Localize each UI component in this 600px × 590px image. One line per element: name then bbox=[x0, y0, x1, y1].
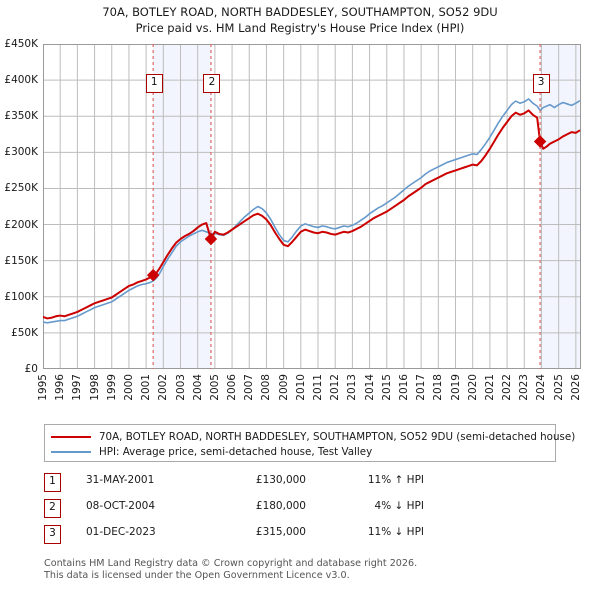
series-line-property bbox=[43, 109, 581, 320]
y-axis-tick-label: £200K bbox=[4, 218, 38, 231]
transaction-price-3: £315,000 bbox=[255, 526, 306, 538]
sale-point-marker bbox=[533, 135, 547, 148]
x-axis-tick-label: 2024 bbox=[535, 374, 548, 401]
transactions-table: 1 31-MAY-2001 £130,000 11% ↑ HPI 2 08-OC… bbox=[44, 472, 564, 550]
chart-marker-2: 2 bbox=[203, 74, 221, 93]
x-axis-tick-label: 2012 bbox=[329, 374, 342, 401]
transaction-date-2: 08-OCT-2004 bbox=[86, 500, 155, 512]
legend-item-hpi: HPI: Average price, semi-detached house,… bbox=[51, 444, 549, 459]
x-axis-tick-label: 1995 bbox=[37, 374, 49, 401]
x-axis-tick-label: 1996 bbox=[54, 374, 67, 401]
plot-area bbox=[43, 44, 581, 369]
y-axis-tick-label: £450K bbox=[4, 38, 38, 50]
x-axis-tick-label: 2004 bbox=[191, 374, 204, 401]
transaction-hpi-delta-3: 11% ↓ HPI bbox=[367, 526, 424, 538]
transaction-index-1: 1 bbox=[44, 473, 61, 492]
legend-item-property: 70A, BOTLEY ROAD, NORTH BADDESLEY, SOUTH… bbox=[51, 429, 575, 444]
legend-swatch-hpi bbox=[51, 450, 91, 453]
x-axis-tick-label: 2000 bbox=[122, 374, 135, 401]
x-axis-tick-label: 2006 bbox=[226, 374, 239, 401]
y-axis-tick-label: £350K bbox=[4, 110, 38, 123]
y-axis-tick-label: £0 bbox=[24, 363, 38, 375]
sale-point-marker bbox=[146, 268, 160, 282]
legend-label-hpi: HPI: Average price, semi-detached house,… bbox=[99, 445, 373, 458]
y-axis-labels: £0 £50K £100K £150K £200K £250K £300K £350K £400… bbox=[0, 38, 41, 375]
sale-point-marker bbox=[204, 232, 218, 246]
x-axis-tick-label: 2022 bbox=[501, 374, 514, 401]
footer-line-1: Contains HM Land Registry data © Crown c… bbox=[44, 558, 418, 569]
transaction-price-2: £180,000 bbox=[255, 500, 306, 512]
x-axis-tick-label: 1997 bbox=[71, 374, 84, 401]
x-axis-tick-label: 2011 bbox=[312, 374, 325, 401]
highlight-band bbox=[540, 44, 581, 369]
y-axis-tick-label: £250K bbox=[4, 182, 38, 195]
y-axis-tick-label: £400K bbox=[4, 74, 38, 87]
price-history-chart bbox=[43, 44, 581, 369]
title-line-1: 70A, BOTLEY ROAD, NORTH BADDESLEY, SOUTH… bbox=[102, 5, 498, 19]
x-axis-tick-label: 2009 bbox=[277, 374, 290, 401]
x-axis-tick-label: 2018 bbox=[432, 374, 445, 401]
x-axis-tick-label: 2017 bbox=[415, 374, 428, 401]
x-axis-tick-label: 2007 bbox=[243, 374, 256, 401]
transaction-hpi-delta-2: 4% ↓ HPI bbox=[374, 500, 424, 512]
x-axis-tick-label: 2010 bbox=[294, 374, 307, 401]
plot-border bbox=[43, 44, 581, 369]
x-axis-tick-label: 2015 bbox=[380, 374, 393, 401]
x-axis-tick-label: 2005 bbox=[208, 374, 221, 401]
table-row: 1 31-MAY-2001 £130,000 11% ↑ HPI bbox=[44, 472, 564, 498]
x-axis-tick-label: 2019 bbox=[449, 374, 462, 401]
chart-marker-3: 3 bbox=[532, 74, 550, 93]
x-axis-tick-label: 1999 bbox=[105, 374, 118, 401]
y-axis-tick-label: £150K bbox=[4, 254, 38, 267]
x-axis-tick-label: 2021 bbox=[483, 374, 496, 401]
transaction-index-2: 2 bbox=[44, 499, 61, 518]
x-axis-tick-label: 2013 bbox=[346, 374, 359, 401]
transaction-index-3: 3 bbox=[44, 525, 61, 544]
series-line-hpi bbox=[43, 98, 581, 324]
y-axis-tick-label: £50K bbox=[11, 326, 38, 339]
x-axis-tick-label: 2023 bbox=[518, 374, 531, 401]
highlight-band bbox=[153, 44, 211, 369]
x-axis-tick-label: 2026 bbox=[569, 374, 582, 401]
y-axis-tick-label: £100K bbox=[4, 290, 38, 303]
chart-marker-1: 1 bbox=[145, 74, 163, 93]
x-axis-labels: 1995 1996 1997 1998 1999 2000 2001 2002 2003 2004… bbox=[37, 372, 582, 416]
x-axis-tick-label: 2002 bbox=[157, 374, 170, 401]
page-title: 70A, BOTLEY ROAD, NORTH BADDESLEY, SOUTH… bbox=[0, 4, 600, 36]
title-line-2: Price paid vs. HM Land Registry's House … bbox=[135, 21, 465, 35]
table-row: 2 08-OCT-2004 £180,000 4% ↓ HPI bbox=[44, 498, 564, 524]
attribution-footer: Contains HM Land Registry data © Crown c… bbox=[44, 558, 584, 581]
x-axis-tick-label: 2008 bbox=[260, 374, 273, 401]
legend-label-property: 70A, BOTLEY ROAD, NORTH BADDESLEY, SOUTH… bbox=[99, 430, 576, 443]
footer-line-2: This data is licensed under the Open Gov… bbox=[44, 569, 350, 581]
x-axis-tick-label: 2020 bbox=[466, 374, 479, 401]
x-axis-tick-label: 2014 bbox=[363, 374, 376, 401]
x-axis-tick-label: 1998 bbox=[88, 374, 101, 401]
transaction-date-1: 31-MAY-2001 bbox=[86, 474, 155, 486]
transaction-date-3: 01-DEC-2023 bbox=[86, 526, 156, 538]
x-axis-tick-label: 2001 bbox=[140, 374, 153, 401]
x-axis-tick-label: 2003 bbox=[174, 374, 187, 401]
table-row: 3 01-DEC-2023 £315,000 11% ↓ HPI bbox=[44, 524, 564, 550]
x-axis-tick-label: 2016 bbox=[397, 374, 410, 401]
legend-swatch-property bbox=[51, 435, 91, 438]
y-axis-tick-label: £300K bbox=[4, 146, 38, 159]
transaction-price-1: £130,000 bbox=[255, 474, 306, 486]
chart-legend: 70A, BOTLEY ROAD, NORTH BADDESLEY, SOUTH… bbox=[44, 424, 575, 462]
transaction-hpi-delta-1: 11% ↑ HPI bbox=[367, 474, 424, 486]
x-axis-tick-label: 2025 bbox=[552, 374, 565, 401]
